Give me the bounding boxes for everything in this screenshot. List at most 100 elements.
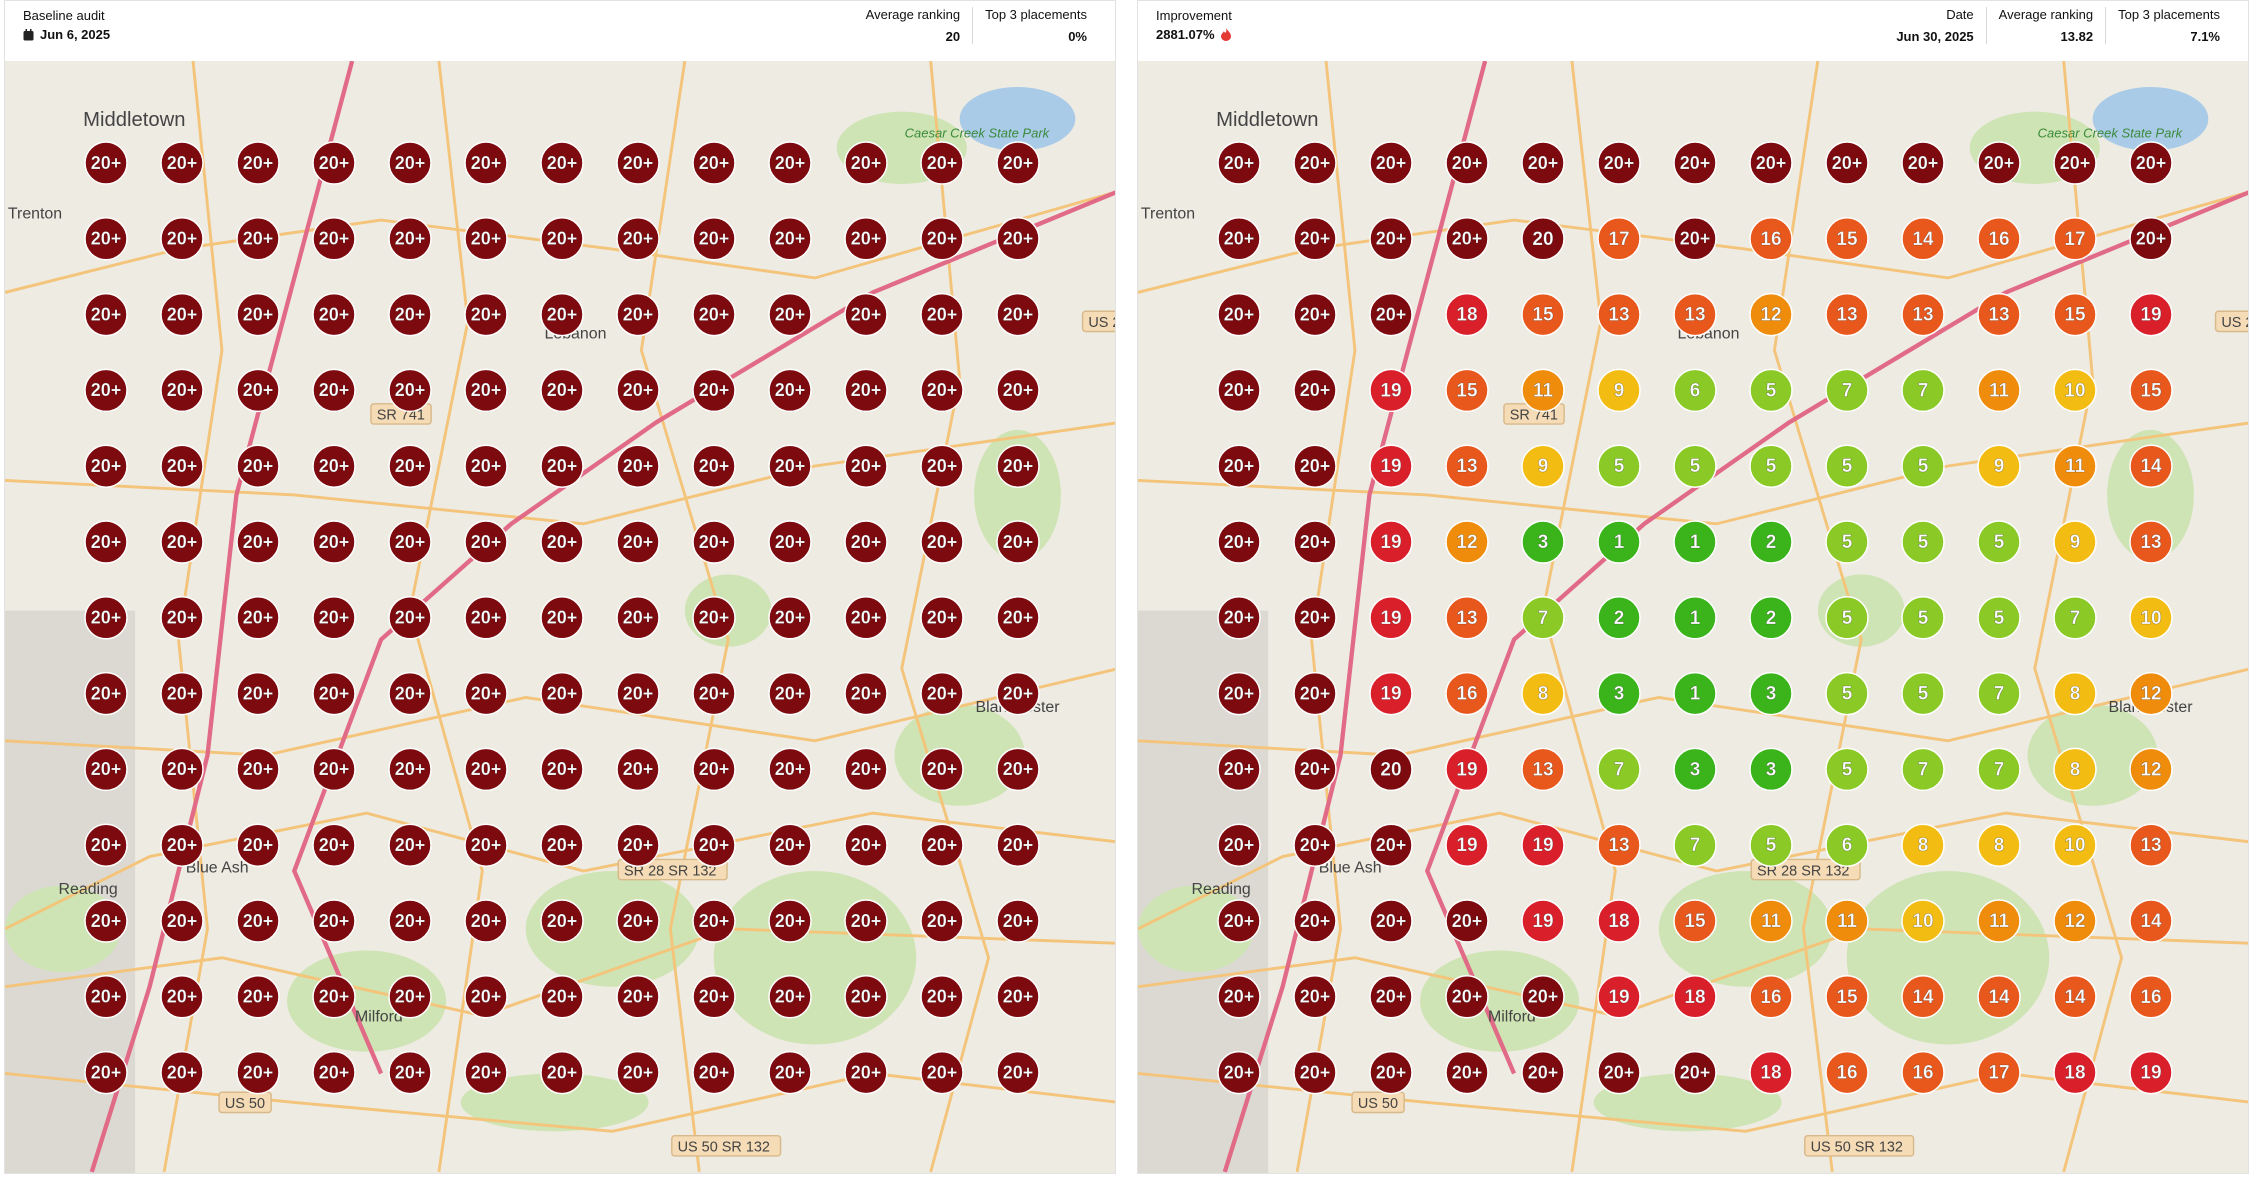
rank-label: 20+ [1376, 987, 1407, 1007]
rank-marker [2053, 823, 2097, 867]
rank-label: 20+ [91, 835, 122, 855]
rank-label: 14 [2140, 911, 2162, 932]
rank-label: 8 [1918, 835, 1929, 856]
rank-label: 8 [1994, 835, 2005, 856]
rank-marker [1369, 975, 1413, 1019]
rank-marker [1293, 899, 1337, 943]
rank-label: 20+ [395, 304, 426, 324]
rank-label: 8 [1538, 684, 1549, 705]
rank-label: 20+ [91, 532, 122, 552]
rank-label: 7 [1690, 835, 1701, 856]
rank-label: 20+ [775, 153, 806, 173]
rank-label: 20+ [1680, 1062, 1711, 1082]
rank-label: 7 [2070, 608, 2081, 629]
rank-label: 20+ [851, 759, 882, 779]
rank-marker [236, 823, 280, 867]
park [1658, 870, 1833, 987]
rank-label: 9 [1614, 380, 1625, 401]
rank-marker [1901, 671, 1945, 716]
rank-label: 20+ [851, 683, 882, 703]
rank-marker [1445, 444, 1489, 488]
rank-label: 20+ [91, 608, 122, 628]
rank-label: 7 [1994, 684, 2005, 705]
rank-marker [1521, 823, 1565, 867]
rank-marker [1901, 217, 1945, 261]
rank-marker [236, 444, 280, 488]
rank-marker [464, 1050, 508, 1095]
rank-marker [1901, 141, 1945, 185]
rank-label: 7 [1614, 759, 1625, 780]
rank-marker [996, 217, 1040, 261]
rank-marker [844, 141, 888, 185]
rank-marker [1521, 1050, 1565, 1095]
rank-marker [692, 747, 736, 792]
rank-label: 20+ [319, 304, 350, 324]
rank-marker [464, 747, 508, 792]
rank-label: 5 [1994, 532, 2005, 553]
rank-marker [1673, 217, 1717, 261]
rank-label: 13 [1456, 456, 1477, 477]
rank-marker [692, 520, 736, 564]
rank-marker [1293, 823, 1337, 867]
rank-label: 20+ [395, 380, 426, 400]
rank-marker [844, 975, 888, 1019]
rank-marker [1445, 292, 1489, 337]
rank-label: 2 [1766, 532, 1777, 553]
rank-marker [160, 292, 204, 337]
rank-marker [844, 747, 888, 792]
rank-marker [996, 141, 1040, 185]
rank-label: 20+ [167, 229, 198, 249]
rank-label: 20+ [1003, 456, 1034, 476]
rank-marker [312, 520, 356, 564]
rank-marker [1825, 1050, 1869, 1095]
rank-label: 20+ [927, 608, 958, 628]
rank-label: 20+ [1224, 532, 1255, 552]
rank-label: 20+ [319, 153, 350, 173]
rank-label: 13 [2140, 835, 2161, 856]
rank-label: 20+ [319, 456, 350, 476]
rank-marker [692, 368, 736, 413]
rank-marker [1293, 1050, 1337, 1095]
rank-label: 20+ [91, 1062, 122, 1082]
rank-marker [692, 975, 736, 1019]
rank-label: 20+ [1224, 304, 1255, 324]
rank-marker [616, 975, 660, 1019]
rank-label: 20+ [927, 456, 958, 476]
rank-marker [1977, 141, 2021, 185]
rank-marker [540, 444, 584, 488]
rank-marker [2129, 747, 2173, 792]
rank-marker [236, 899, 280, 943]
rank-marker [1749, 671, 1793, 716]
rank-label: 20+ [1452, 1062, 1483, 1082]
rank-marker [1749, 444, 1793, 488]
rank-label: 5 [1918, 456, 1929, 477]
rank-label: 20+ [699, 229, 730, 249]
rank-label: 10 [2140, 608, 2161, 629]
rank-marker [236, 1050, 280, 1095]
rank-marker [312, 671, 356, 716]
rank-label: 2 [1766, 608, 1777, 629]
rank-label: 13 [1456, 608, 1477, 629]
rank-label: 20+ [167, 987, 198, 1007]
rank-label: 14 [2064, 987, 2086, 1008]
rank-label: 9 [1994, 456, 2005, 477]
rank-marker [1521, 747, 1565, 792]
rank-label: 20+ [395, 229, 426, 249]
rank-label: 20+ [243, 229, 274, 249]
rank-marker [844, 596, 888, 640]
rank-marker [1445, 596, 1489, 640]
stat: Top 3 placements 0% [972, 7, 1099, 44]
rank-marker [1749, 975, 1793, 1019]
rank-marker [1901, 899, 1945, 943]
rank-marker [768, 368, 812, 413]
rank-marker [464, 823, 508, 867]
rank-label: 12 [2064, 911, 2085, 932]
rank-marker [692, 141, 736, 185]
rank-marker [2053, 520, 2097, 564]
rank-label: 20+ [1224, 608, 1255, 628]
rank-marker [844, 368, 888, 413]
rank-marker [540, 899, 584, 943]
rank-label: 20+ [775, 911, 806, 931]
rank-marker [616, 444, 660, 488]
stat: Average ranking 13.82 [1985, 7, 2105, 44]
